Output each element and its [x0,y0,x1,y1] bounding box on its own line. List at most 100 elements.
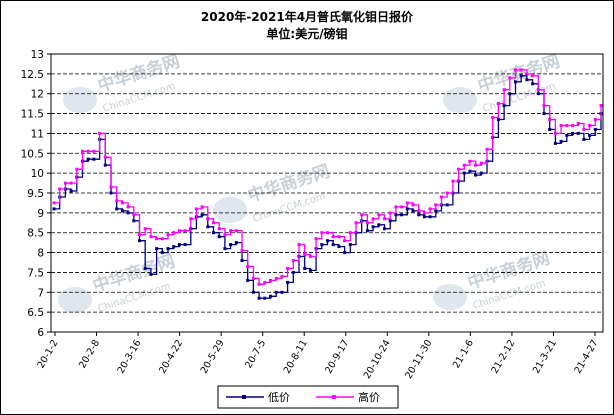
data-point [240,249,244,253]
series-layer [52,68,603,300]
data-point [479,171,483,175]
data-point [559,139,563,143]
data-point [553,131,557,135]
data-point [388,211,392,215]
data-point [548,128,552,131]
data-point [422,211,426,215]
data-point [571,124,574,127]
data-point [508,76,512,80]
y-tick-label: 10.5 [21,148,44,160]
y-axis-ticks: 6 6.5 7 7.5 8 8.5 9 9.5 10 10.5 11 11.5 12 12.5 13 [21,49,51,339]
data-point [172,231,176,235]
data-point [189,217,193,221]
data-point [588,124,592,127]
data-point [468,159,472,163]
data-point [109,185,113,189]
data-point [331,235,335,239]
data-point [223,233,227,237]
data-point [92,157,96,161]
data-point [183,229,187,233]
data-point [462,163,466,167]
y-tick-label: 7 [37,287,44,299]
series-high [52,68,603,286]
data-point [246,265,250,268]
watermark-globe-icon [63,87,97,113]
data-point [132,219,136,223]
data-point [462,171,466,175]
data-point [160,251,164,255]
data-point [588,133,592,137]
data-point [400,205,404,209]
data-point [377,223,381,227]
data-point [434,203,438,207]
data-point [422,215,426,219]
data-point [183,243,187,247]
data-point [303,267,307,270]
data-point [206,225,210,229]
data-point [160,237,164,241]
data-point [280,290,284,294]
data-point [194,207,198,211]
data-point [434,209,438,213]
x-tick-label: 21-4-27 [573,338,601,376]
legend-box [217,385,399,409]
x-axis-ticks: 20-1-2 20-2-8 20-3-16 20-4-22 20-5-29 20-7-5 2… [36,332,601,381]
y-tick-label: 9.5 [27,188,44,200]
data-point [212,231,215,235]
data-point [58,187,62,191]
data-point [593,128,597,131]
data-point [120,201,124,205]
data-point [81,149,84,153]
data-point [440,195,443,199]
data-point [525,72,529,76]
x-tick-label: 20-4-22 [157,338,185,376]
data-point [331,243,335,247]
data-point [502,104,506,108]
y-tick-label: 13 [31,49,44,61]
data-point [496,118,500,121]
data-point [599,104,603,108]
data-point [92,149,96,153]
data-point [149,235,153,239]
data-point [115,199,119,203]
data-point [326,231,329,235]
watermark-globe-icon [433,284,467,310]
data-point [297,243,301,247]
data-point [428,215,432,219]
data-point [559,124,563,127]
x-tick-label: 20-9-17 [323,338,351,376]
data-point [75,167,79,171]
data-point [52,201,56,205]
data-point [548,118,552,121]
data-point [63,181,67,185]
data-point [217,235,221,239]
watermark-globe-icon [58,287,92,313]
watermark-globe-icon [443,87,477,113]
data-point [383,217,386,221]
data-point [155,247,159,251]
data-point [303,253,307,257]
data-point [308,255,312,258]
data-point [155,237,159,241]
data-point [263,280,267,284]
y-tick-label: 10 [31,168,44,180]
data-point [103,163,107,167]
data-point [394,205,398,209]
data-point [269,294,272,298]
data-point [377,213,381,217]
data-point [451,179,455,183]
data-point [234,241,238,245]
data-point [103,155,107,159]
data-point [365,221,369,225]
data-point [531,82,535,86]
data-point [496,102,500,106]
data-point [417,209,421,213]
x-tick-label: 20-1-2 [36,338,61,370]
data-point [274,276,278,280]
data-point [525,78,529,82]
data-point [371,225,375,229]
data-point [343,251,347,255]
legend: 低价 高价 [217,385,399,409]
